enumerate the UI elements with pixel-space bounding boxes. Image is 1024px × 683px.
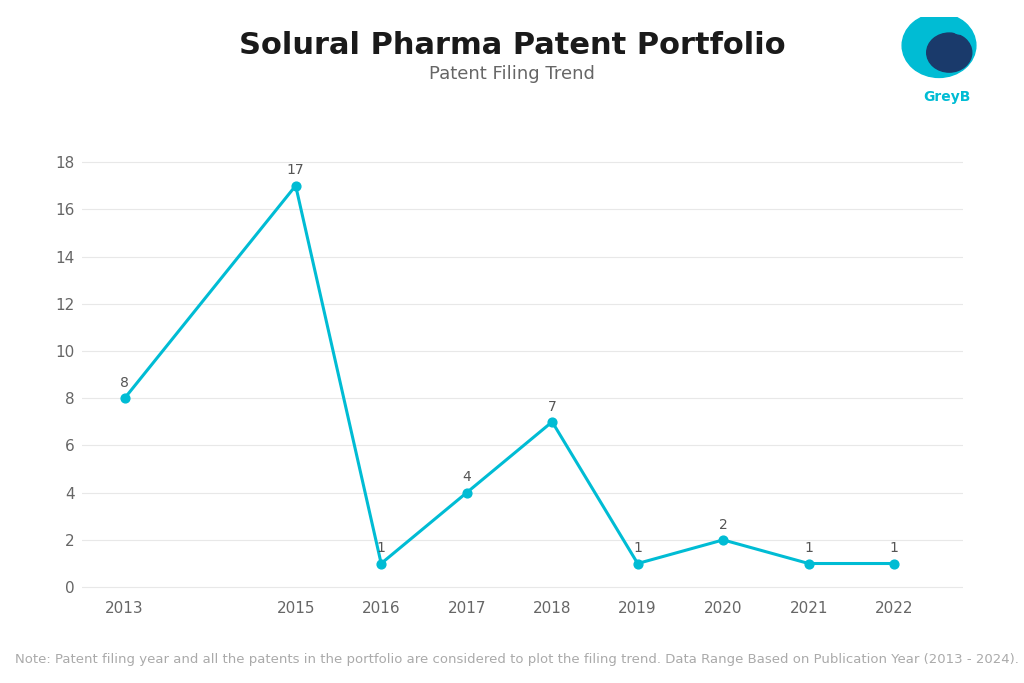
Text: 2: 2	[719, 518, 727, 531]
Text: 1: 1	[377, 541, 386, 555]
Point	[288, 180, 304, 191]
Point	[886, 558, 902, 569]
Text: 1: 1	[804, 541, 813, 555]
Circle shape	[927, 33, 972, 72]
Point	[630, 558, 646, 569]
Point	[544, 417, 560, 428]
Text: Solural Pharma Patent Portfolio: Solural Pharma Patent Portfolio	[239, 31, 785, 59]
Text: 1: 1	[633, 541, 642, 555]
Text: 7: 7	[548, 400, 556, 414]
Text: 8: 8	[120, 376, 129, 390]
Point	[459, 487, 475, 498]
Point	[715, 534, 731, 545]
Text: 4: 4	[462, 471, 471, 484]
Circle shape	[902, 14, 976, 77]
Point	[117, 393, 133, 404]
Point	[801, 558, 817, 569]
Text: Patent Filing Trend: Patent Filing Trend	[429, 65, 595, 83]
Text: 17: 17	[287, 163, 304, 178]
Text: GreyB: GreyB	[924, 90, 971, 104]
Text: Note: Patent filing year and all the patents in the portfolio are considered to : Note: Patent filing year and all the pat…	[15, 653, 1019, 666]
Text: 1: 1	[890, 541, 899, 555]
Circle shape	[952, 22, 967, 34]
Point	[373, 558, 389, 569]
